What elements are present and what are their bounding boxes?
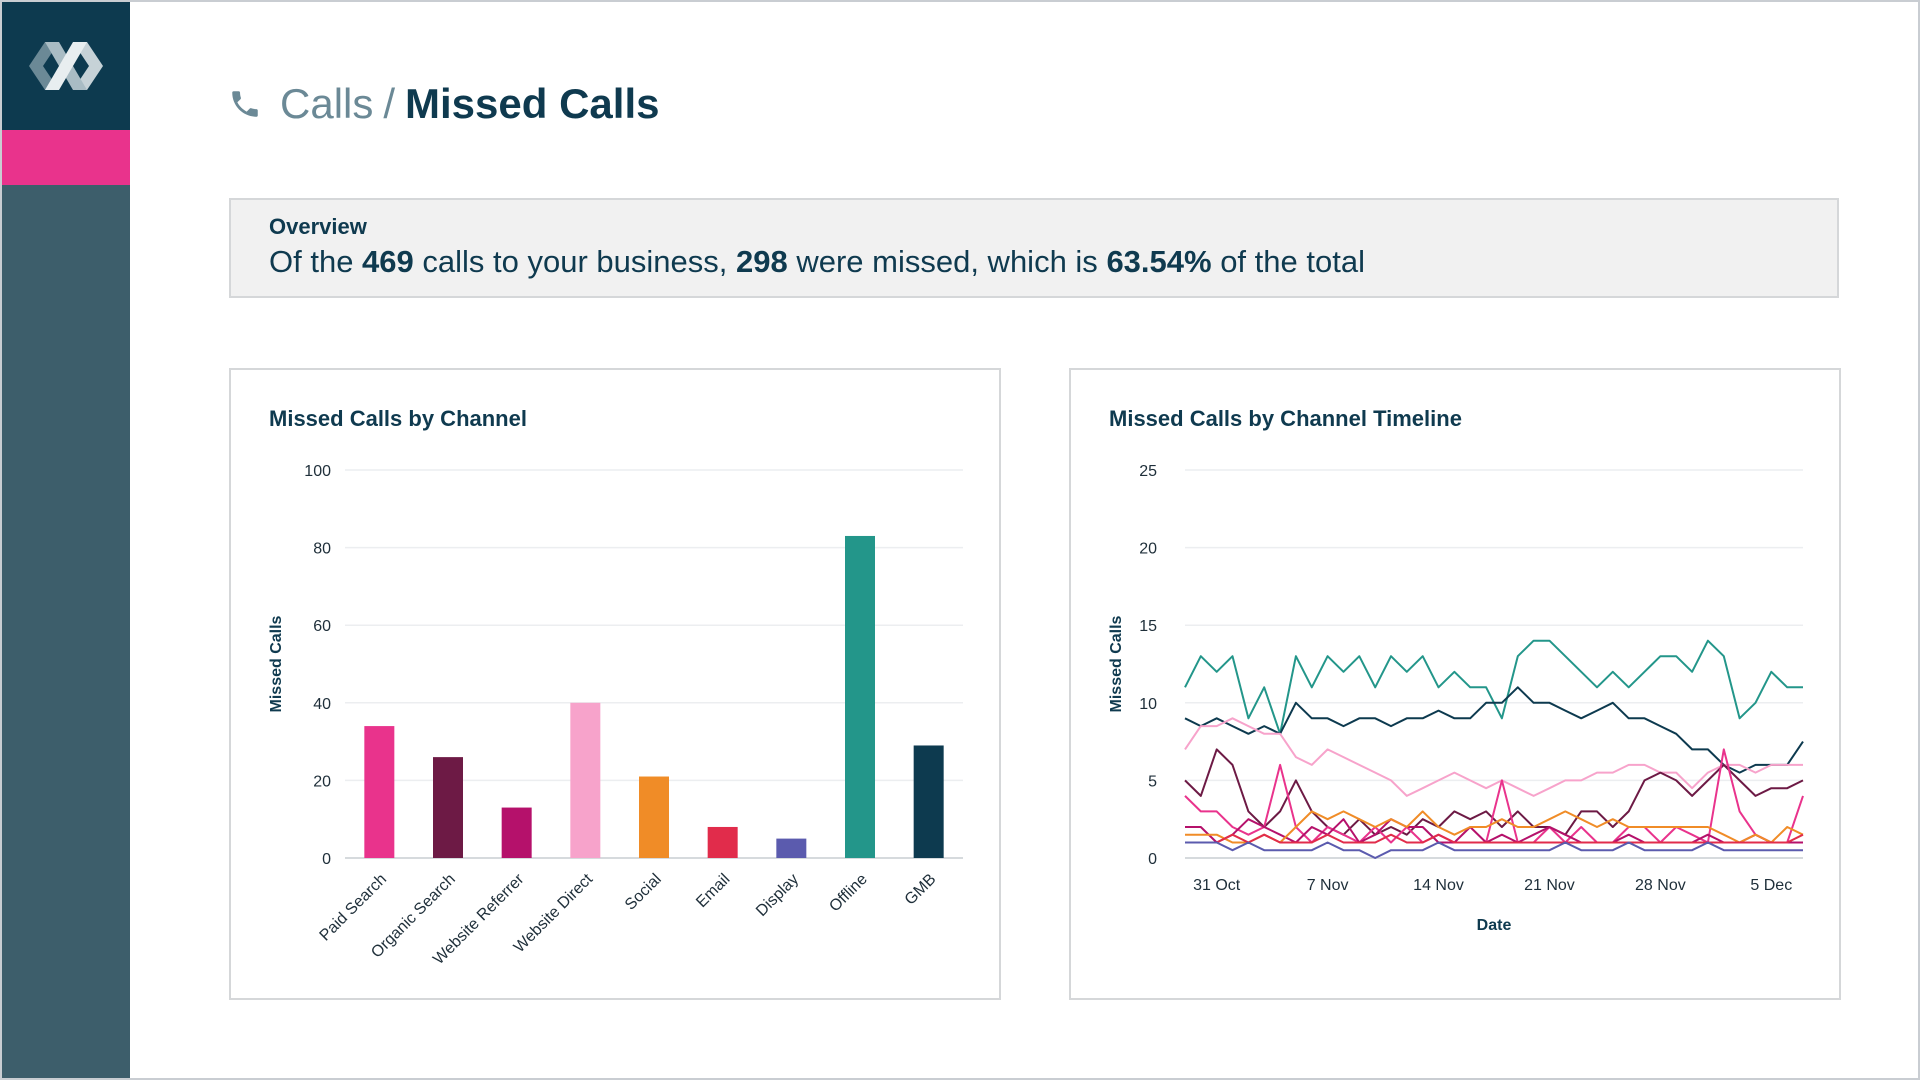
bar-x-tick-label: Paid Search [317,871,391,945]
line-x-axis-title: Date [1477,917,1512,934]
line-y-axis-title: Missed Calls [1108,615,1125,712]
line-y-tick-label: 0 [1148,851,1157,868]
bar-y-tick-label: 0 [322,851,331,868]
bar-y-tick-label: 40 [313,696,331,713]
bar-x-tick-label: Offline [826,871,871,916]
line-chart-card: Missed Calls by Channel Timeline 0 5 10 15 2… [1069,368,1841,1000]
logo-icon [29,42,103,90]
line-y-tick-label: 10 [1139,696,1157,713]
line-y-tick-label: 20 [1139,541,1157,558]
line-x-tick-label: 21 Nov [1524,877,1575,894]
bar-x-tick-label: GMB [902,871,940,909]
bar-x-tick-label: Social [622,871,665,914]
line-y-tick-label: 5 [1148,773,1157,790]
line-x-tick-label: 5 Dec [1750,877,1792,894]
line-series-3[interactable] [1184,717,1803,797]
line-series-7[interactable] [1185,810,1804,844]
overview-text-3: were missed, which is [787,244,1107,279]
overview-missed-pct: 63.54% [1106,244,1212,279]
bar-display[interactable] [776,838,807,858]
overview-title: Overview [269,214,367,239]
line-series-8[interactable] [1185,833,1804,844]
overview-missed-calls: 298 [735,244,788,279]
bar-social[interactable] [639,776,669,858]
line-x-tick-label: 28 Nov [1635,877,1686,894]
overview-text-4: of the total [1211,244,1365,279]
breadcrumb-separator: / [383,80,396,127]
line-chart-title: Missed Calls by Channel Timeline [1109,406,1462,431]
line-series-2[interactable] [1184,686,1804,774]
line-y-tick-label: 15 [1139,618,1157,635]
line-x-tick-label: 7 Nov [1307,877,1349,894]
line-series-9[interactable] [1185,841,1803,859]
bar-website-direct[interactable] [570,702,601,858]
bar-offline[interactable] [845,535,875,858]
breadcrumb-missed-calls: Missed Calls [405,80,660,127]
sidebar-active-indicator[interactable] [2,130,130,185]
bar-x-tick-label: Email [693,871,733,911]
bar-gmb[interactable] [913,745,944,858]
page-title: Calls / Missed Calls [228,74,659,134]
line-series-4[interactable] [1184,748,1804,836]
line-x-tick-label: 14 Nov [1413,877,1464,894]
breadcrumb-calls[interactable]: Calls [280,80,374,127]
bar-y-tick-label: 100 [304,463,331,480]
bar-x-tick-label: Display [753,871,802,920]
line-x-tick-label: 31 Oct [1193,877,1241,894]
logo[interactable] [2,2,130,130]
line-series-6[interactable] [1185,818,1803,844]
bar-chart-card: Missed Calls by Channel 0 20 40 60 80 100 Miss… [229,368,1001,1000]
sidebar [2,2,130,1078]
bar-website-referrer[interactable] [501,807,532,858]
bar-y-axis-title: Missed Calls [268,615,285,712]
overview-panel: Overview Of the 469 calls to your busine… [229,198,1839,298]
line-y-tick-label: 25 [1139,463,1157,480]
line-series-1[interactable] [1184,639,1803,735]
overview-text-2: calls to your business, [413,244,736,279]
bar-email[interactable] [707,826,738,858]
overview-text-1: Of the [269,244,363,279]
bar-y-tick-label: 60 [313,618,331,635]
line-chart: 0 5 10 15 20 25 Missed Calls Date 31 Oct 7 Nov 14 … [1108,463,1804,934]
overview-total-calls: 469 [362,244,414,279]
bar-organic-search[interactable] [433,757,463,858]
bar-y-tick-label: 80 [313,541,331,558]
phone-icon [232,91,258,117]
bar-chart-title: Missed Calls by Channel [269,406,527,431]
overview-summary: Of the 469 calls to your business, 298 w… [269,244,1799,280]
bar-y-tick-label: 20 [313,773,331,790]
bar-paid-search[interactable] [364,726,395,858]
